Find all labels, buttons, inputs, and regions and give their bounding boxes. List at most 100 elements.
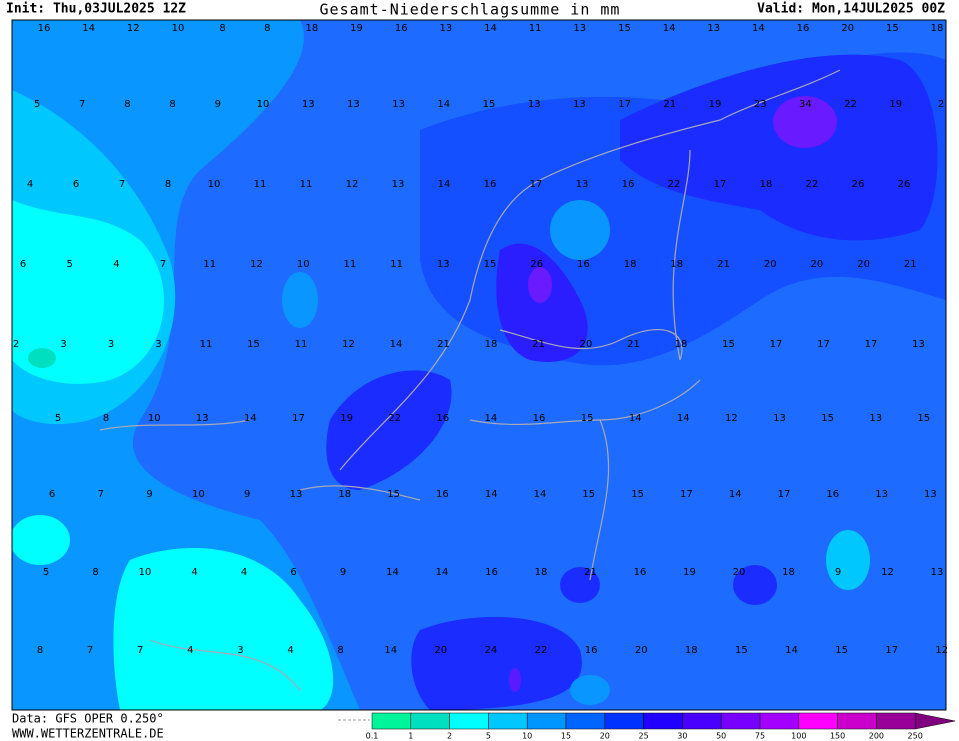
precip-value: 19 xyxy=(683,567,696,578)
precip-value: 20 xyxy=(434,645,447,656)
precip-value: 11 xyxy=(390,259,403,270)
precip-value: 18 xyxy=(670,259,683,270)
precip-value: 16 xyxy=(622,179,635,190)
precip-value: 13 xyxy=(392,179,405,190)
precip-value: 4 xyxy=(27,179,33,190)
map-title: Gesamt-Niederschlagsumme in mm xyxy=(320,1,621,19)
precip-value: 15 xyxy=(722,339,735,350)
precip-value: 24 xyxy=(485,645,498,656)
data-source: Data: GFS OPER 0.250° xyxy=(12,712,164,726)
precip-value: 5 xyxy=(43,567,49,578)
precip-value: 3 xyxy=(237,645,243,656)
precip-value: 14 xyxy=(438,179,451,190)
precip-value: 14 xyxy=(785,645,798,656)
legend-arrow xyxy=(914,712,956,730)
precip-value: 17 xyxy=(714,179,727,190)
precip-value: 16 xyxy=(38,23,51,34)
precip-value: 15 xyxy=(735,645,748,656)
precip-value: 21 xyxy=(904,259,917,270)
precip-value: 13 xyxy=(707,23,720,34)
precip-value: 17 xyxy=(292,413,305,424)
legend-swatch xyxy=(526,712,567,730)
precip-value: 14 xyxy=(663,23,676,34)
precip-value: 15 xyxy=(582,489,595,500)
precip-value: 10 xyxy=(297,259,310,270)
map-frame xyxy=(11,19,947,711)
precip-value: 16 xyxy=(533,413,546,424)
precip-value: 20 xyxy=(635,645,648,656)
precip-value: 13 xyxy=(912,339,925,350)
precip-value: 13 xyxy=(196,413,209,424)
precip-value: 4 xyxy=(241,567,247,578)
legend-label: 150 xyxy=(830,732,845,741)
precip-value: 6 xyxy=(49,489,55,500)
precip-value: 21 xyxy=(532,339,545,350)
precip-value: 14 xyxy=(629,413,642,424)
precip-value: 15 xyxy=(581,413,594,424)
precip-value: 19 xyxy=(709,99,722,110)
legend-swatch xyxy=(876,712,916,730)
legend-label: 10 xyxy=(522,732,532,741)
precip-value: 10 xyxy=(192,489,205,500)
legend-swatch xyxy=(371,712,412,730)
precip-value: 8 xyxy=(37,645,43,656)
precip-value: 14 xyxy=(752,23,765,34)
precip-value: 5 xyxy=(34,99,40,110)
precip-value: 12 xyxy=(725,413,738,424)
legend-swatch xyxy=(837,712,877,730)
precip-value: 10 xyxy=(257,99,270,110)
precip-value: 13 xyxy=(576,179,589,190)
precip-value: 3 xyxy=(108,339,114,350)
legend-swatch xyxy=(410,712,450,730)
precip-value: 19 xyxy=(350,23,363,34)
precip-value: 15 xyxy=(618,23,631,34)
init-time: Init: Thu,03JUL2025 12Z xyxy=(6,2,186,17)
precip-value: 13 xyxy=(573,99,586,110)
precip-value: 17 xyxy=(778,489,791,500)
precip-value: 13 xyxy=(392,99,405,110)
precip-value: 16 xyxy=(585,645,598,656)
precip-value: 4 xyxy=(191,567,197,578)
precip-value: 16 xyxy=(797,23,810,34)
precip-value: 5 xyxy=(55,413,61,424)
precip-value: 7 xyxy=(160,259,166,270)
precip-value: 16 xyxy=(485,567,498,578)
legend-swatch xyxy=(798,712,838,730)
precip-value: 15 xyxy=(835,645,848,656)
precip-value: 8 xyxy=(165,179,171,190)
precip-value: 22 xyxy=(844,99,857,110)
precip-value: 34 xyxy=(799,99,812,110)
legend-label: 200 xyxy=(869,732,884,741)
precip-value: 16 xyxy=(577,259,590,270)
precip-value: 17 xyxy=(530,179,543,190)
precip-value: 8 xyxy=(337,645,343,656)
precip-value: 15 xyxy=(886,23,899,34)
precip-value: 14 xyxy=(436,567,449,578)
precip-value: 18 xyxy=(624,259,637,270)
precip-value: 14 xyxy=(244,413,257,424)
precip-value: 22 xyxy=(535,645,548,656)
website: WWW.WETTERZENTRALE.DE xyxy=(12,727,164,741)
legend: 0.1 1 2 5 10 15 20 25 30 50 75 100 150 200 250 xyxy=(366,712,956,741)
precip-value: 13 xyxy=(437,259,450,270)
precip-value: 14 xyxy=(485,413,498,424)
precip-value: 20 xyxy=(580,339,593,350)
precip-value: 18 xyxy=(338,489,351,500)
precip-value: 26 xyxy=(898,179,911,190)
legend-swatch xyxy=(643,712,683,730)
precip-value: 15 xyxy=(821,413,834,424)
precip-value: 21 xyxy=(584,567,597,578)
legend-label: 30 xyxy=(677,732,687,741)
precip-value: 15 xyxy=(387,489,400,500)
precip-value: 14 xyxy=(384,645,397,656)
precip-value: 13 xyxy=(528,99,541,110)
precip-value: 13 xyxy=(875,489,888,500)
precip-value: 16 xyxy=(436,489,449,500)
precip-value: 15 xyxy=(484,259,497,270)
precip-value: 11 xyxy=(254,179,267,190)
precip-value: 20 xyxy=(811,259,824,270)
precip-value: 20 xyxy=(764,259,777,270)
precip-value: 8 xyxy=(169,99,175,110)
precip-value: 12 xyxy=(881,567,894,578)
precip-value: 6 xyxy=(73,179,79,190)
